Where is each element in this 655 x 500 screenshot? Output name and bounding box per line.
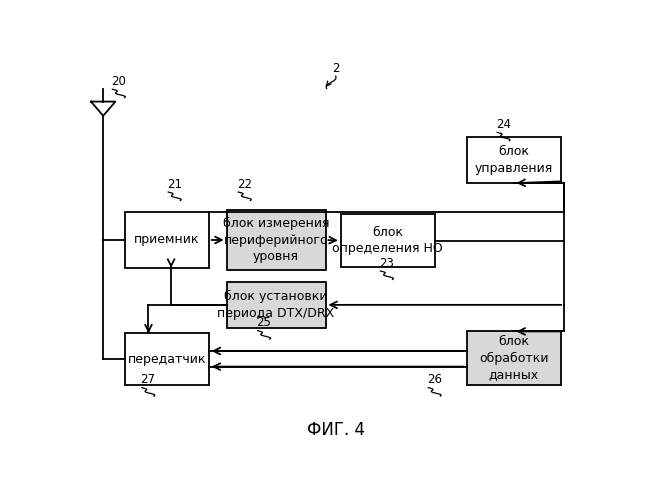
FancyBboxPatch shape <box>341 214 435 267</box>
Text: 2: 2 <box>332 62 339 74</box>
FancyBboxPatch shape <box>125 334 209 386</box>
Text: 20: 20 <box>111 75 126 88</box>
Text: передатчик: передатчик <box>128 353 206 366</box>
FancyBboxPatch shape <box>466 137 561 183</box>
FancyBboxPatch shape <box>227 282 326 328</box>
Text: 25: 25 <box>256 316 271 330</box>
Text: блок
обработки
данных: блок обработки данных <box>479 336 548 382</box>
FancyBboxPatch shape <box>227 210 326 270</box>
Text: 24: 24 <box>496 118 511 131</box>
Text: 21: 21 <box>167 178 182 191</box>
Text: 22: 22 <box>237 178 252 191</box>
Text: приемник: приемник <box>134 234 200 246</box>
Text: блок
управления: блок управления <box>474 146 553 175</box>
Text: блок
определения НО: блок определения НО <box>332 226 443 256</box>
Text: блок установки
периода DTX/DRX: блок установки периода DTX/DRX <box>217 290 335 320</box>
FancyBboxPatch shape <box>466 332 561 386</box>
Text: 26: 26 <box>426 374 441 386</box>
Text: ФИГ. 4: ФИГ. 4 <box>307 420 365 438</box>
Text: блок измерения
периферийного
уровня: блок измерения периферийного уровня <box>223 217 329 263</box>
Text: 23: 23 <box>379 257 394 270</box>
FancyBboxPatch shape <box>125 212 209 268</box>
Text: 27: 27 <box>140 374 155 386</box>
